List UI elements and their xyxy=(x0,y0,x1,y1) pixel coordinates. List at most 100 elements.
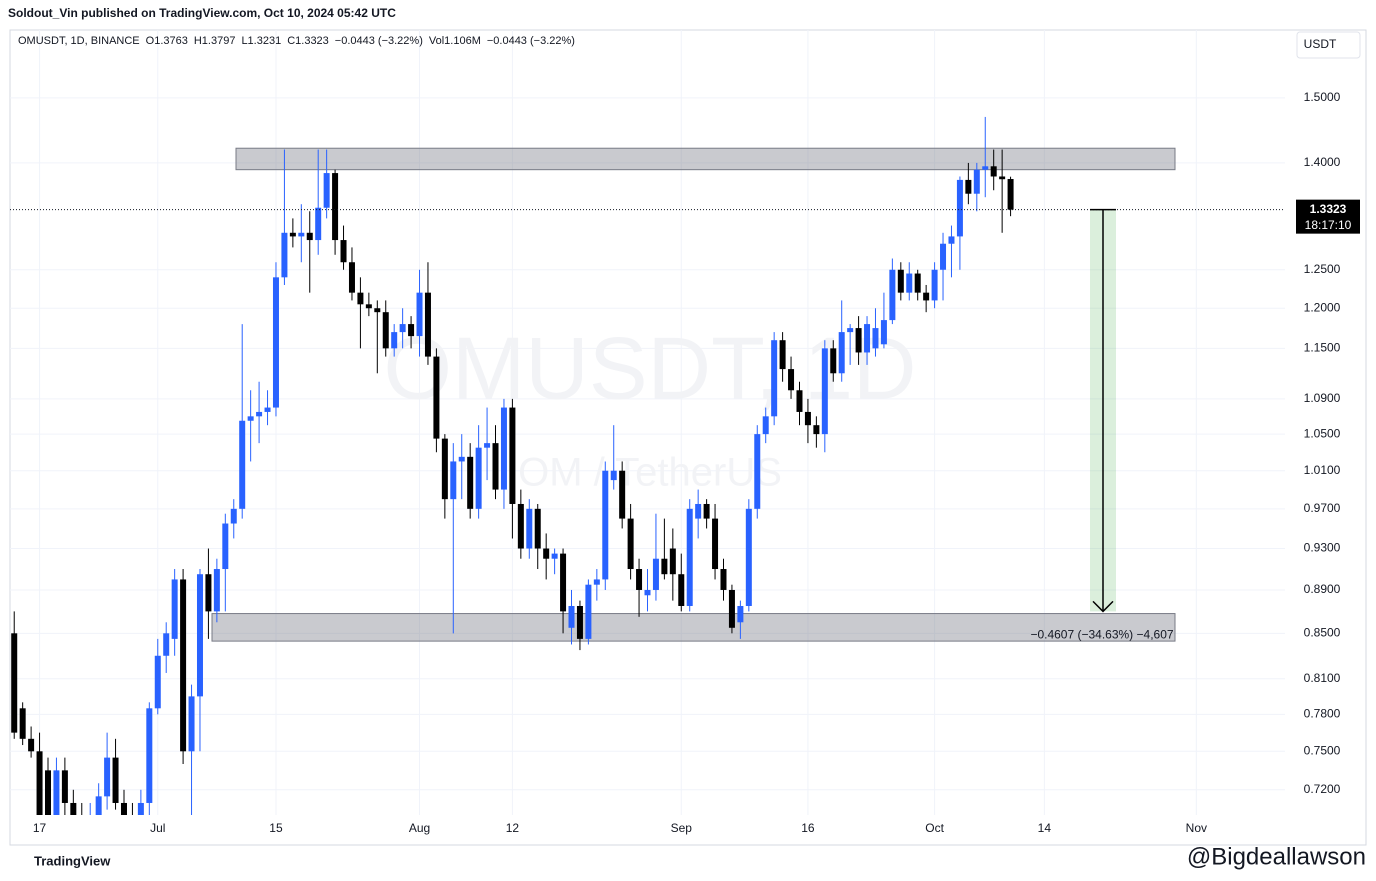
candle-body xyxy=(779,340,786,370)
candle-body xyxy=(678,574,685,606)
candle-body xyxy=(205,574,212,612)
x-tick-label: Aug xyxy=(409,821,430,835)
candle-body xyxy=(112,757,119,803)
legend-item: C1.3323 xyxy=(287,35,329,47)
candle-body xyxy=(163,633,170,656)
y-tick-label: 1.2000 xyxy=(1304,300,1341,314)
x-tick-label: 16 xyxy=(801,821,815,835)
candle-body xyxy=(940,243,947,270)
zone xyxy=(235,147,1176,171)
x-tick-label: 15 xyxy=(269,821,283,835)
candle-body xyxy=(931,269,938,301)
candle-body xyxy=(19,708,26,739)
candle-body xyxy=(796,390,803,412)
handle: @Bigdeallawson xyxy=(1187,843,1366,870)
candle-body xyxy=(906,273,913,293)
candle-body xyxy=(737,605,744,623)
candle-body xyxy=(95,796,102,815)
candle-body xyxy=(357,292,364,305)
legend: OMUSDT, 1D, BINANCE O1.3763 H1.3797 L1.3231… xyxy=(18,35,575,47)
candle-body xyxy=(619,470,626,519)
candle-body xyxy=(264,407,271,412)
publisher: Soldout_Vin published on TradingView.com… xyxy=(8,6,396,20)
candle-body xyxy=(745,508,752,606)
y-tick-label: 0.8500 xyxy=(1304,625,1341,639)
candle-body xyxy=(610,470,617,481)
candle-body xyxy=(838,332,845,374)
y-tick-label: 0.9300 xyxy=(1304,541,1341,555)
candle-body xyxy=(230,508,237,524)
x-tick-label: 12 xyxy=(506,821,520,835)
candle-body xyxy=(441,438,448,500)
candle-body xyxy=(855,328,862,353)
candle-body xyxy=(11,633,18,733)
x-tick-label: Jul xyxy=(150,821,165,835)
y-tick-label: 1.4000 xyxy=(1304,155,1341,169)
candle-body xyxy=(500,407,507,490)
y-tick-label: 1.0900 xyxy=(1304,391,1341,405)
candle-body xyxy=(61,770,68,803)
candle-body xyxy=(669,548,676,575)
candle-body xyxy=(956,179,963,237)
candle-body xyxy=(484,443,491,448)
candle-body xyxy=(239,420,246,509)
candle-body xyxy=(821,348,828,435)
candle-body xyxy=(872,328,879,349)
candle-body xyxy=(585,584,592,639)
candle-body xyxy=(306,232,313,241)
candle-body xyxy=(104,757,111,797)
candle-body xyxy=(450,461,457,500)
candle-body xyxy=(534,508,541,549)
candle-body xyxy=(771,340,778,417)
candle-body xyxy=(44,770,51,815)
candle-body xyxy=(897,269,904,293)
candle-body xyxy=(281,232,288,278)
candle-body xyxy=(256,411,263,417)
candle-body xyxy=(53,770,60,815)
candle-body xyxy=(433,356,440,439)
candle-body xyxy=(652,558,659,590)
candle-body xyxy=(1007,179,1014,210)
measure-label: −0.4607 (−34.63%) −4,607 xyxy=(1030,628,1173,642)
currency: USDT xyxy=(1304,37,1337,51)
watermark: OM / TetherUS xyxy=(518,451,782,495)
candle-body xyxy=(315,207,322,241)
zone xyxy=(211,613,1176,642)
candle-body xyxy=(602,470,609,580)
candle-body xyxy=(568,605,575,628)
candle-body xyxy=(340,240,347,263)
y-tick-label: 0.8900 xyxy=(1304,582,1341,596)
candle-body xyxy=(289,232,296,237)
candle-body xyxy=(948,236,955,244)
x-tick-label: Nov xyxy=(1186,821,1207,835)
legend-item: Vol1.106M xyxy=(428,35,481,47)
candle-body xyxy=(914,273,921,293)
y-tick-label: 1.2500 xyxy=(1304,262,1341,276)
candle-body xyxy=(864,324,871,353)
y-tick-label: 0.7500 xyxy=(1304,743,1341,757)
candle-body xyxy=(999,176,1006,180)
candle-body xyxy=(467,456,474,509)
candle-body xyxy=(36,751,43,815)
price-tag xyxy=(1296,199,1360,234)
candle-body xyxy=(982,166,989,170)
candle-body xyxy=(661,558,668,575)
y-tick-label: 1.0500 xyxy=(1304,426,1341,440)
legend-item: OMUSDT, 1D, BINANCE xyxy=(18,35,140,47)
arrow-head xyxy=(1092,600,1114,613)
brand: TradingView xyxy=(34,853,111,868)
candle-body xyxy=(720,569,727,590)
candle-body xyxy=(627,518,634,570)
candle-body xyxy=(323,173,330,208)
candle-body xyxy=(990,166,997,177)
y-tick-label: 1.5000 xyxy=(1304,90,1341,104)
candle-body xyxy=(298,232,305,237)
candle-body xyxy=(636,569,643,590)
candle-body xyxy=(154,655,161,709)
candle-body xyxy=(576,605,583,639)
candle-body xyxy=(712,518,719,570)
candle-body xyxy=(399,324,406,333)
candle-body xyxy=(70,802,77,815)
candle-body xyxy=(365,304,372,309)
candle-body xyxy=(703,503,710,519)
